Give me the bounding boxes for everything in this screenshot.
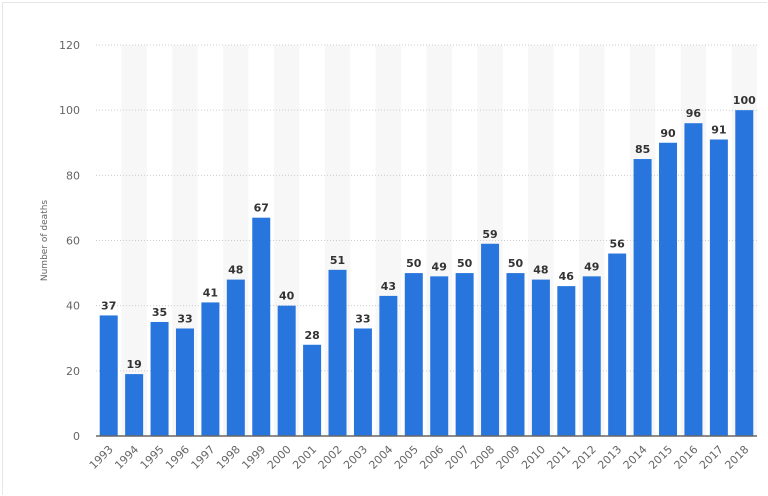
x-tick-label: 2018 — [722, 443, 751, 472]
bar — [201, 302, 220, 436]
x-tick-label: 2009 — [494, 443, 523, 472]
bar — [404, 273, 423, 436]
data-label: 46 — [559, 270, 575, 283]
bar — [506, 273, 525, 436]
x-tick-label: 1999 — [239, 443, 268, 472]
x-tick-label: 1998 — [214, 443, 243, 472]
x-tick-label: 2005 — [392, 443, 421, 472]
bar — [531, 279, 550, 436]
data-label: 33 — [355, 312, 370, 325]
bar — [455, 273, 474, 436]
x-tick-label: 2015 — [646, 443, 675, 472]
band — [121, 45, 147, 436]
bar — [353, 328, 372, 436]
bar — [735, 110, 754, 437]
bar — [582, 276, 601, 436]
bar — [125, 374, 144, 436]
y-tick-label: 60 — [66, 235, 80, 248]
y-tick-label: 20 — [66, 365, 80, 378]
data-label: 50 — [406, 257, 422, 270]
data-label: 19 — [126, 358, 141, 371]
data-label: 43 — [381, 280, 396, 293]
y-tick-label: 40 — [66, 300, 80, 313]
bar — [252, 217, 271, 436]
bar — [150, 321, 169, 436]
x-tick-label: 2007 — [443, 443, 472, 472]
data-label: 37 — [101, 299, 116, 312]
bar — [709, 139, 728, 436]
data-label: 56 — [610, 238, 626, 251]
data-label: 28 — [304, 329, 319, 342]
data-label: 48 — [533, 264, 548, 277]
x-tick-label: 2013 — [595, 443, 624, 472]
bar — [277, 305, 296, 436]
bar — [608, 253, 627, 436]
data-label: 48 — [228, 264, 243, 277]
bar — [99, 315, 118, 436]
x-tick-label: 2006 — [417, 443, 446, 472]
x-tick-label: 1995 — [138, 443, 167, 472]
bar — [430, 276, 449, 436]
data-label: 59 — [482, 228, 497, 241]
data-label: 49 — [432, 260, 447, 273]
bar — [303, 344, 322, 436]
data-label: 91 — [711, 123, 726, 136]
x-tick-label: 1994 — [112, 443, 141, 472]
bar — [557, 286, 576, 436]
bar — [481, 243, 500, 436]
x-tick-label: 2001 — [290, 443, 319, 472]
x-tick-label: 2004 — [366, 443, 395, 472]
data-label: 90 — [660, 127, 676, 140]
bar — [328, 269, 347, 436]
bar — [226, 279, 245, 436]
x-tick-label: 2010 — [519, 443, 548, 472]
data-label: 50 — [508, 257, 524, 270]
data-label: 96 — [686, 107, 702, 120]
x-tick-label: 1996 — [163, 443, 192, 472]
x-tick-label: 2008 — [468, 443, 497, 472]
bar — [659, 142, 678, 436]
data-label: 35 — [152, 306, 167, 319]
data-label: 33 — [177, 312, 192, 325]
bar — [633, 159, 652, 436]
y-tick-label: 120 — [59, 39, 80, 52]
x-tick-label: 2003 — [341, 443, 370, 472]
y-axis-label: Number of deaths — [40, 200, 50, 282]
x-tick-label: 1993 — [87, 443, 116, 472]
data-label: 50 — [457, 257, 473, 270]
data-label: 49 — [584, 260, 599, 273]
data-label: 100 — [733, 94, 756, 107]
x-tick-label: 2014 — [621, 443, 650, 472]
x-tick-label: 2016 — [672, 443, 701, 472]
x-tick-label: 2000 — [265, 443, 294, 472]
bar — [684, 123, 703, 436]
x-tick-label: 2012 — [570, 443, 599, 472]
x-tick-label: 2017 — [697, 443, 726, 472]
y-tick-label: 80 — [66, 169, 80, 182]
data-label: 51 — [330, 254, 345, 267]
bar — [379, 295, 398, 436]
data-label: 40 — [279, 290, 295, 303]
data-label: 85 — [635, 143, 650, 156]
x-tick-label: 2002 — [316, 443, 345, 472]
x-tick-label: 1997 — [189, 443, 218, 472]
y-tick-label: 100 — [59, 104, 80, 117]
x-tick-label: 2011 — [544, 443, 573, 472]
data-label: 41 — [203, 286, 218, 299]
bar — [175, 328, 194, 436]
data-label: 67 — [254, 202, 269, 215]
y-tick-label: 0 — [73, 430, 80, 443]
